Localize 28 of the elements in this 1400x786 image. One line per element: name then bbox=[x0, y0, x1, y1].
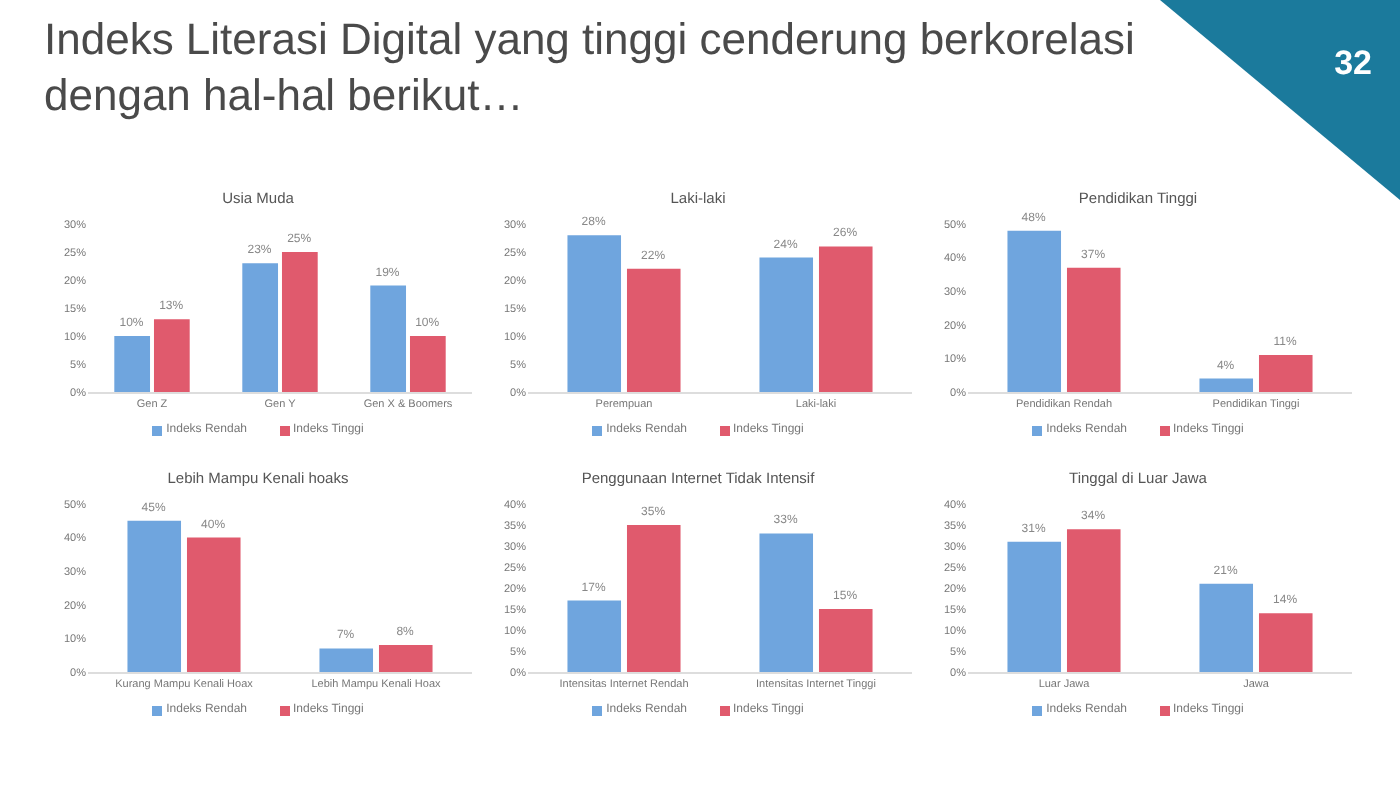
bar bbox=[626, 268, 681, 392]
bar bbox=[818, 609, 873, 672]
bar bbox=[567, 235, 622, 392]
bar bbox=[1007, 541, 1062, 672]
text: 32 bbox=[1334, 44, 1372, 84]
bar bbox=[567, 600, 622, 672]
bar bbox=[153, 319, 190, 392]
bar bbox=[1066, 529, 1121, 672]
bar bbox=[759, 533, 814, 672]
bar bbox=[114, 336, 151, 392]
bar bbox=[1199, 378, 1254, 392]
bar bbox=[818, 246, 873, 392]
bar bbox=[409, 336, 446, 392]
bar bbox=[378, 645, 433, 672]
bar bbox=[242, 263, 279, 392]
bar bbox=[1258, 613, 1313, 672]
bar bbox=[281, 252, 318, 392]
bar bbox=[1007, 230, 1062, 392]
text: Indeks Literasi Digital yang tinggi cenderung berkorelasi dengan hal-hal berikut… bbox=[44, 12, 1137, 124]
bar bbox=[127, 520, 182, 672]
bar bbox=[370, 285, 407, 392]
bar bbox=[319, 648, 374, 672]
bar bbox=[1258, 355, 1313, 392]
bar bbox=[1199, 583, 1254, 672]
bar bbox=[626, 525, 681, 672]
bar bbox=[759, 257, 814, 392]
bar bbox=[186, 537, 241, 672]
bar bbox=[1066, 267, 1121, 392]
